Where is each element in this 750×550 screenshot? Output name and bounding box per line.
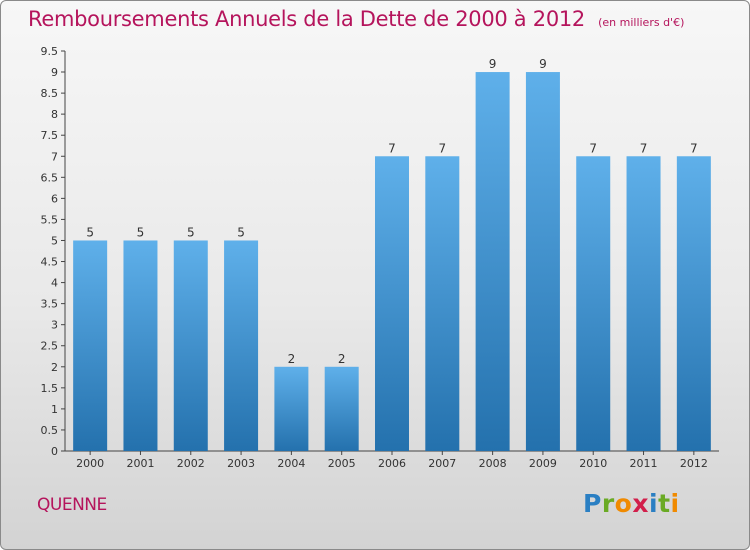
bar bbox=[425, 156, 460, 451]
bar bbox=[576, 156, 611, 451]
chart-header: Remboursements Annuels de la Dette de 20… bbox=[28, 7, 684, 31]
y-tick-label: 1 bbox=[51, 403, 58, 416]
x-tick-label: 2002 bbox=[177, 457, 205, 470]
data-label: 5 bbox=[237, 225, 245, 239]
x-tick-label: 2009 bbox=[529, 457, 557, 470]
x-tick-label: 2007 bbox=[428, 457, 456, 470]
data-label: 5 bbox=[187, 225, 195, 239]
bar bbox=[173, 240, 208, 451]
bar bbox=[375, 156, 409, 451]
x-tick-label: 2001 bbox=[126, 457, 154, 470]
y-tick-label: 8 bbox=[51, 108, 58, 121]
y-tick-label: 2.5 bbox=[41, 340, 59, 353]
y-tick-label: 4.5 bbox=[41, 256, 59, 269]
y-tick-label: 1.5 bbox=[41, 382, 59, 395]
y-tick-label: 7 bbox=[51, 150, 58, 163]
data-label: 2 bbox=[288, 352, 296, 366]
y-axis: 0 0.5 1 1.5 2 2.5 3 3.5 4 4.5 5 5.5 6 6.5 7 7.5 8 8.5 9 9.5 bbox=[41, 45, 66, 458]
y-tick-label: 0 bbox=[51, 445, 58, 458]
data-label: 5 bbox=[137, 225, 145, 239]
commune-name: QUENNE bbox=[37, 495, 107, 515]
bar bbox=[324, 366, 359, 451]
bar bbox=[224, 240, 259, 451]
x-axis: 2000 2001 2002 2003 2004 2005 2006 2007 2008 2009… bbox=[65, 450, 719, 470]
logo-letter: P bbox=[583, 489, 602, 518]
y-tick-label: 2 bbox=[51, 361, 58, 374]
data-label: 7 bbox=[388, 141, 396, 155]
x-tick-label: 2011 bbox=[630, 457, 658, 470]
x-tick-label: 2008 bbox=[479, 457, 507, 470]
bar bbox=[274, 366, 309, 451]
logo-letter: r bbox=[601, 489, 615, 518]
bar bbox=[626, 156, 661, 451]
x-tick-label: 2010 bbox=[579, 457, 607, 470]
data-label: 7 bbox=[640, 141, 648, 155]
data-label: 7 bbox=[438, 141, 446, 155]
logo-letter: i bbox=[670, 489, 680, 518]
y-tick-label: 5.5 bbox=[41, 213, 59, 226]
bar bbox=[73, 240, 108, 451]
data-label: 5 bbox=[86, 225, 94, 239]
proxiti-logo: Proxiti bbox=[583, 489, 680, 518]
data-label: 2 bbox=[338, 352, 346, 366]
y-tick-label: 9 bbox=[51, 66, 58, 79]
data-label: 9 bbox=[539, 57, 547, 71]
x-tick-label: 2003 bbox=[227, 457, 255, 470]
logo-letter: i bbox=[649, 489, 659, 518]
y-tick-label: 6.5 bbox=[41, 171, 59, 184]
y-tick-label: 9.5 bbox=[41, 45, 59, 58]
logo-letter: o bbox=[614, 489, 633, 518]
y-tick-label: 3.5 bbox=[41, 298, 59, 311]
y-tick-label: 4 bbox=[51, 277, 58, 290]
bar bbox=[475, 72, 510, 451]
logo-letter: t bbox=[658, 489, 671, 518]
bar bbox=[676, 156, 711, 451]
logo-letter: x bbox=[632, 489, 649, 518]
y-tick-label: 5 bbox=[51, 234, 58, 247]
x-tick-label: 2012 bbox=[680, 457, 708, 470]
x-tick-label: 2004 bbox=[277, 457, 305, 470]
data-label: 7 bbox=[690, 141, 698, 155]
data-label: 9 bbox=[489, 57, 497, 71]
y-tick-label: 0.5 bbox=[41, 424, 59, 437]
bar bbox=[525, 72, 560, 451]
chart-title: Remboursements Annuels de la Dette de 20… bbox=[28, 7, 585, 31]
bars: 5 5 5 5 2 2 7 7 9 9 7 7 7 bbox=[73, 57, 711, 451]
data-label: 7 bbox=[589, 141, 597, 155]
y-tick-label: 8.5 bbox=[41, 87, 59, 100]
y-tick-label: 7.5 bbox=[41, 129, 59, 142]
y-tick-label: 3 bbox=[51, 319, 58, 332]
chart-subtitle: (en milliers d'€) bbox=[598, 16, 685, 29]
x-tick-label: 2000 bbox=[76, 457, 104, 470]
y-tick-label: 6 bbox=[51, 192, 58, 205]
x-tick-label: 2006 bbox=[378, 457, 406, 470]
x-tick-label: 2005 bbox=[328, 457, 356, 470]
bar bbox=[123, 240, 158, 451]
